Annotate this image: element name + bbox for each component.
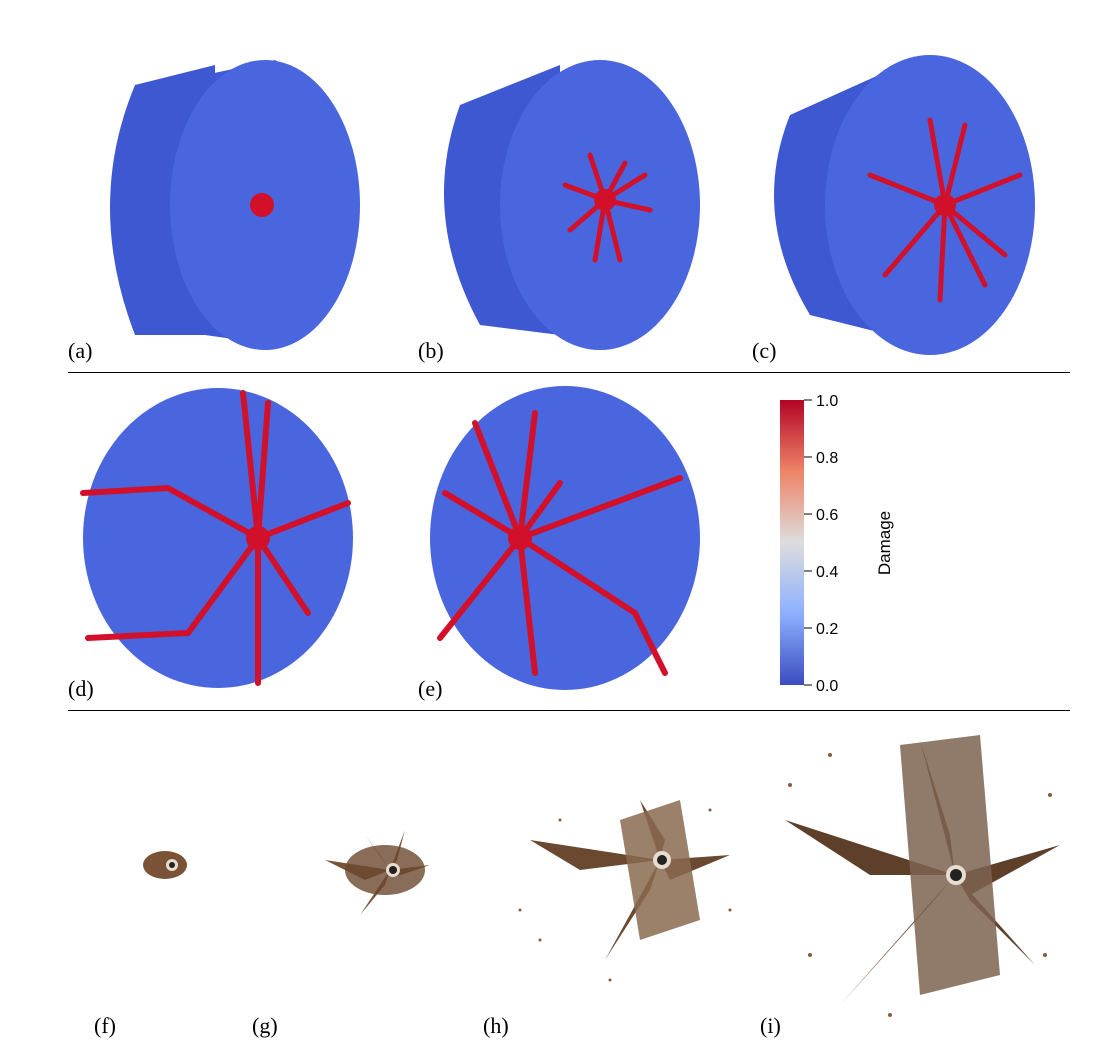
row-divider-1	[68, 372, 1070, 373]
damage-colorbar: 1.0 0.8 0.6 0.4 0.2 0.0 Damage	[780, 393, 894, 695]
panel-g-fragments	[325, 830, 430, 915]
panel-label-b: (b)	[418, 338, 444, 363]
colorbar-tick: 0.8	[816, 450, 838, 467]
panel-e-specimen	[430, 386, 700, 690]
panel-a-specimen	[110, 60, 360, 350]
panel-label-f: (f)	[94, 1013, 116, 1038]
colorbar-tick: 0.0	[816, 678, 838, 695]
panel-d-specimen	[80, 388, 353, 688]
panel-label-d: (d)	[68, 676, 94, 701]
colorbar-tick: 0.6	[816, 507, 838, 524]
panel-label-a: (a)	[68, 338, 93, 363]
colorbar-tick: 0.4	[816, 564, 838, 581]
panel-label-g: (g)	[252, 1013, 278, 1038]
row-divider-2	[68, 710, 1070, 711]
damage-nucleus	[250, 193, 274, 217]
panel-label-h: (h)	[483, 1013, 509, 1038]
panel-f-fragments	[143, 851, 187, 879]
colorbar-tick: 1.0	[816, 393, 838, 410]
panel-h-fragments	[518, 800, 732, 982]
colorbar-tick: 0.2	[816, 621, 838, 638]
panel-b-specimen	[444, 60, 700, 350]
colorbar-title: Damage	[875, 511, 894, 575]
panel-i-fragments	[785, 735, 1060, 1017]
panel-label-i: (i)	[760, 1013, 781, 1038]
panel-c-specimen	[774, 55, 1035, 355]
panel-label-e: (e)	[418, 676, 443, 701]
panel-label-c: (c)	[752, 338, 777, 363]
